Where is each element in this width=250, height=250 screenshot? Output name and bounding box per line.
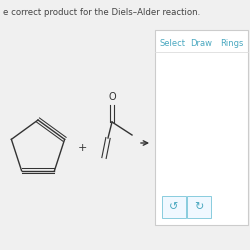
Text: +: + [77,143,87,153]
Text: ↻: ↻ [194,202,204,212]
Text: Rings: Rings [220,38,244,48]
FancyBboxPatch shape [162,196,186,218]
Text: e correct product for the Diels–Alder reaction.: e correct product for the Diels–Alder re… [3,8,200,17]
Text: ↺: ↺ [169,202,179,212]
Text: Draw: Draw [190,38,212,48]
Text: Select: Select [160,38,186,48]
FancyBboxPatch shape [187,196,211,218]
FancyBboxPatch shape [155,30,248,225]
Text: O: O [108,92,116,102]
